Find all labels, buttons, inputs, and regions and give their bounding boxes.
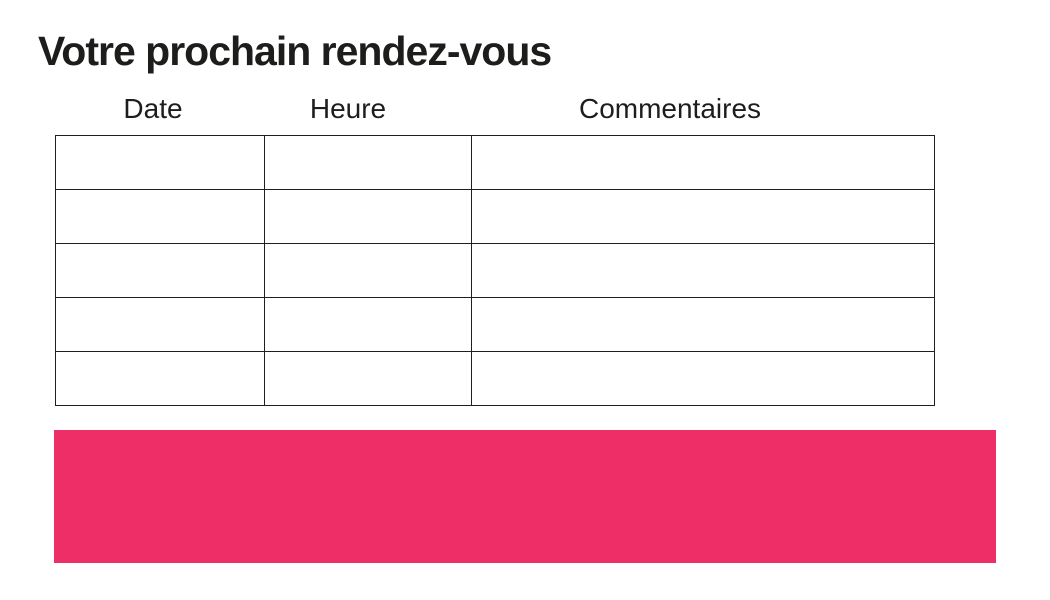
table-cell-heure <box>264 297 472 352</box>
table-column-headers: Date Heure Commentaires <box>55 93 895 125</box>
table-cell-date <box>55 297 265 352</box>
column-header-heure: Heure <box>309 93 387 124</box>
column-header-commentaires: Commentaires <box>578 93 762 124</box>
table-cell-commentaires <box>471 243 935 298</box>
table-cell-date <box>55 189 265 244</box>
table-cell-heure <box>264 243 472 298</box>
table-cell-heure <box>264 189 472 244</box>
table-cell-heure <box>264 135 472 190</box>
table-cell-commentaires <box>471 189 935 244</box>
table-cell-date <box>55 351 265 406</box>
appointment-table <box>55 135 935 406</box>
table-cell-commentaires <box>471 351 935 406</box>
table-row <box>55 351 935 406</box>
table-cell-commentaires <box>471 135 935 190</box>
table-row <box>55 243 935 298</box>
table-row <box>55 189 935 244</box>
table-row <box>55 135 935 190</box>
table-cell-date <box>55 135 265 190</box>
column-header-date: Date <box>123 93 183 124</box>
table-cell-commentaires <box>471 297 935 352</box>
table-row <box>55 297 935 352</box>
table-cell-date <box>55 243 265 298</box>
pink-banner <box>54 430 996 563</box>
page-title: Votre prochain rendez-vous <box>38 28 552 74</box>
table-cell-heure <box>264 351 472 406</box>
